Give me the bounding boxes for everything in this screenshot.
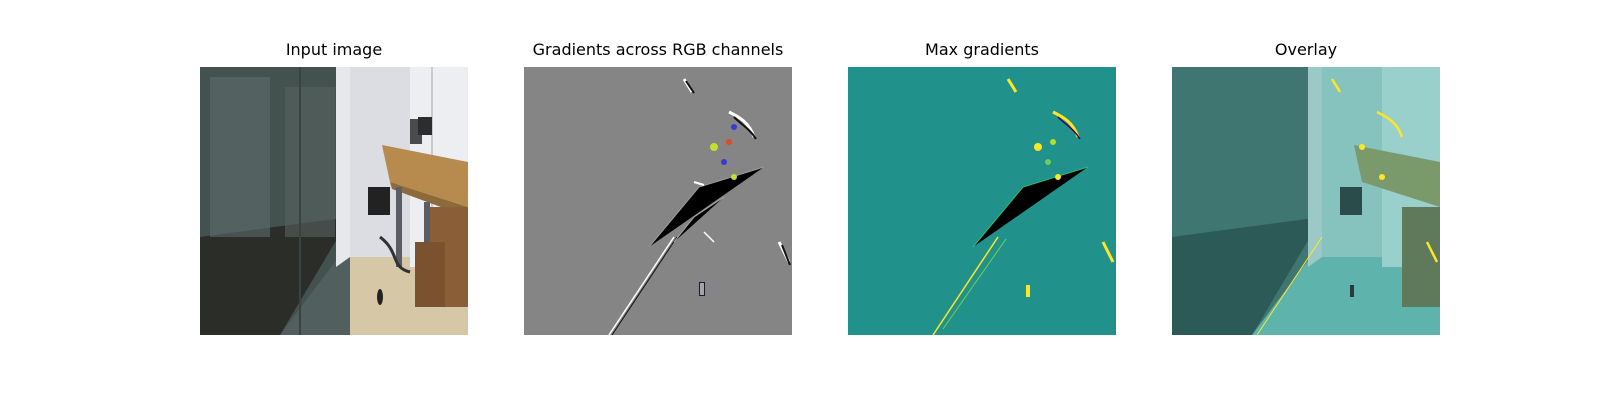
input-image	[200, 67, 468, 335]
overlay-image	[1172, 67, 1440, 335]
panel-title: Gradients across RGB channels	[532, 40, 784, 59]
panel-title: Overlay	[1274, 40, 1338, 59]
max-gradients-image	[848, 67, 1116, 335]
rgb-gradients-image	[524, 67, 792, 335]
panel-title: Input image	[285, 40, 383, 59]
panel-title: Max gradients	[925, 40, 1039, 59]
